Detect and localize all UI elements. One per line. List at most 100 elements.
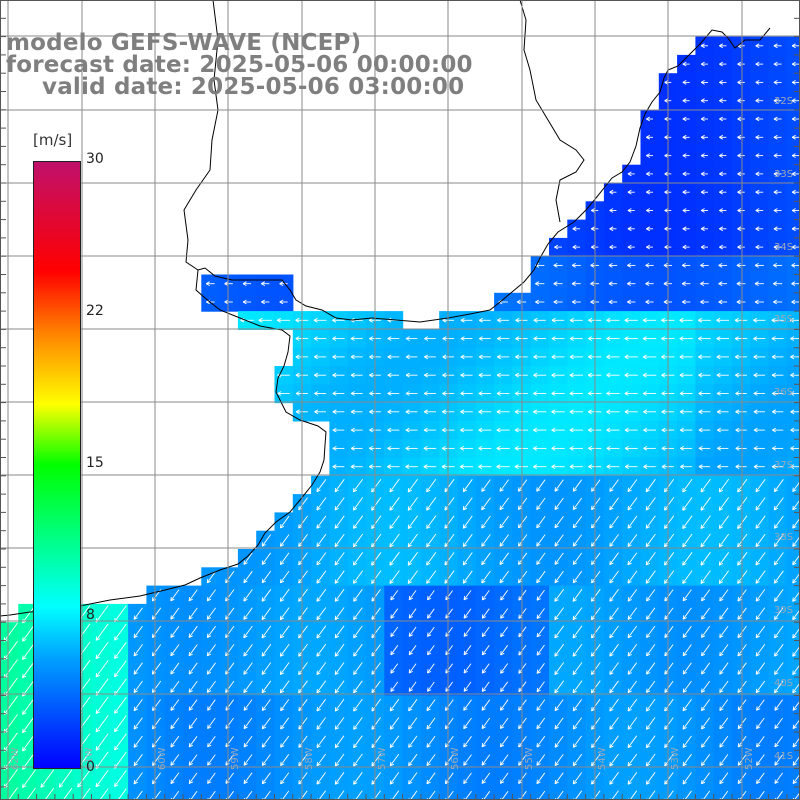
wind-arrow (536, 735, 546, 748)
wind-cell (786, 750, 800, 770)
wind-arrow-head (737, 155, 742, 158)
wind-arrow-head (789, 319, 795, 323)
wind-arrow-head (609, 597, 611, 602)
wind-arrow (701, 699, 711, 711)
wind-arrow-head (755, 63, 760, 67)
longitude-label: 52W (744, 747, 755, 770)
wind-arrow-head (369, 374, 374, 378)
wind-arrow-head (460, 393, 465, 396)
wind-arrow (281, 790, 290, 800)
wind-arrow-head (536, 743, 538, 748)
wind-arrow-head (496, 429, 501, 433)
wind-arrow-head (389, 506, 391, 511)
wind-arrow-head (591, 743, 593, 748)
wind-arrow-head (478, 336, 483, 339)
wind-arrow (500, 681, 509, 692)
wind-arrow-head (773, 560, 776, 565)
wind-cell (201, 695, 221, 715)
wind-arrow (445, 735, 454, 748)
wind-arrow (353, 570, 364, 584)
wind-arrow (354, 790, 363, 800)
wind-cell (732, 713, 751, 733)
wind-cell (457, 677, 477, 696)
wind-arrow-head (753, 374, 758, 378)
wind-arrow (792, 608, 800, 620)
wind-arrow-head (332, 374, 337, 378)
wind-arrow-head (682, 725, 685, 730)
wind-arrow-head (698, 372, 703, 376)
wind-arrow-head (262, 798, 264, 800)
wind-arrow-head (643, 427, 648, 431)
wind-arrow-head (258, 317, 263, 321)
wind-arrow-head (518, 507, 523, 511)
wind-arrow (95, 733, 109, 751)
wind-arrow-head (207, 580, 212, 584)
wind-arrow-head (755, 544, 760, 548)
wind-arrow (755, 589, 766, 602)
wind-arrow-head (738, 763, 742, 766)
wind-cell (384, 695, 404, 715)
wind-arrow-head (554, 708, 559, 712)
wind-arrow-head (588, 446, 593, 449)
wind-arrow-head (737, 508, 742, 511)
wind-arrow-head (536, 543, 541, 547)
wind-arrow-head (553, 281, 558, 285)
wind-arrow-head (335, 782, 340, 785)
wind-arrow-head (587, 356, 593, 360)
wind-arrow (701, 589, 711, 602)
wind-arrow (316, 625, 327, 639)
wind-arrow (243, 552, 253, 565)
wind-arrow-head (792, 779, 795, 784)
wind-arrow (591, 735, 601, 748)
wind-arrow (299, 790, 308, 800)
wind-arrow-head (496, 446, 501, 449)
wind-arrow-head (755, 487, 757, 492)
wind-arrow (718, 478, 730, 493)
wind-arrow-head (609, 654, 614, 657)
wind-cell (768, 713, 788, 733)
wind-cell (530, 768, 550, 788)
wind-arrow-head (681, 283, 686, 286)
wind-arrow (188, 644, 198, 657)
wind-arrow-head (683, 653, 687, 657)
wind-arrow-head (646, 173, 651, 177)
wind-arrow-head (352, 561, 355, 566)
wind-arrow-head (627, 505, 629, 511)
wind-arrow-head (609, 579, 611, 584)
wind-arrow-head (735, 393, 740, 396)
wind-arrow-head (773, 43, 778, 47)
wind-arrow (462, 533, 473, 547)
wind-cell (402, 768, 422, 788)
wind-arrow (3, 677, 18, 697)
wind-cell (402, 603, 422, 623)
wind-arrow-head (591, 542, 593, 547)
wind-arrow-head (518, 614, 520, 619)
wind-cell (475, 786, 495, 800)
wind-arrow (208, 790, 216, 800)
latitude-label: 36S (774, 387, 793, 398)
wind-arrow-head (791, 244, 796, 248)
wind-arrow-head (700, 116, 705, 120)
wind-cell (732, 768, 751, 788)
wind-arrow-head (774, 652, 776, 657)
wind-arrow-head (609, 725, 611, 730)
wind-arrow-head (499, 578, 501, 583)
wind-arrow (3, 714, 18, 734)
wind-arrow-head (441, 446, 446, 449)
wind-cell (402, 658, 422, 678)
wind-arrow-head (442, 319, 447, 323)
wind-cell (128, 768, 147, 788)
wind-arrow-head (719, 763, 724, 766)
wind-arrow-head (424, 372, 429, 376)
wind-arrow-head (554, 578, 556, 583)
wind-arrow-head (240, 319, 245, 323)
wind-arrow-head (791, 118, 796, 122)
wind-arrow-head (756, 761, 758, 766)
title-model: modelo GEFS-WAVE (NCEP) (6, 30, 362, 56)
wind-arrow-head (661, 427, 666, 431)
wind-arrow-head (590, 263, 595, 266)
wind-arrow-head (405, 409, 410, 413)
wind-arrow (572, 680, 583, 694)
wind-arrow (244, 790, 253, 800)
wind-arrow-head (738, 726, 742, 730)
